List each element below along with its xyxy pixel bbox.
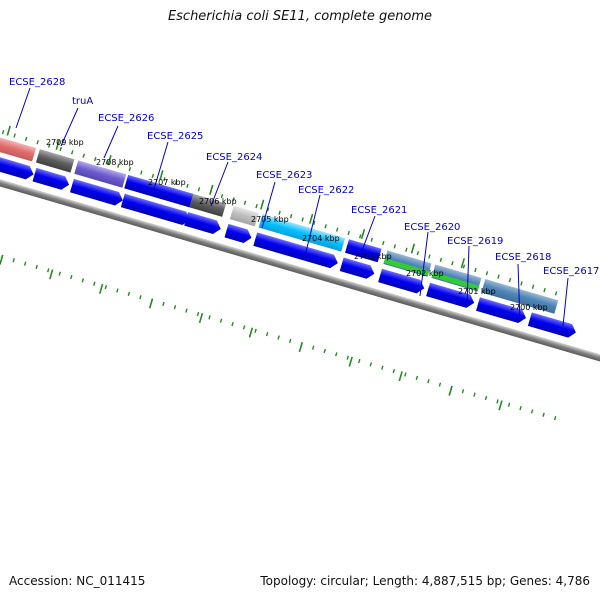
tick-label: 2700 kbp [510,303,548,312]
cds-arrows [0,153,578,339]
feature-ecse-2626[interactable] [35,149,75,173]
map-title: Escherichia coli SE11, complete genome [167,9,433,24]
tick-label-group: 2709 kbp 2708 kbp 2707 kbp 2706 kbp 2705… [46,138,548,312]
tick-label: 2704 kbp [302,234,340,243]
gene-label[interactable]: ECSE_2622 [298,185,354,196]
gene-label[interactable]: ECSE_2617 [543,266,599,277]
cds-arrow[interactable] [426,282,476,310]
feature-ecse-2621[interactable] [345,239,382,263]
feature-trua[interactable] [0,136,37,162]
cds-arrow[interactable] [120,193,192,227]
genome-summary-text: Topology: circular; Length: 4,887,515 bp… [260,574,590,588]
feature-ecse-2624b[interactable] [189,193,227,217]
tick-label: 2702 kbp [406,269,444,278]
tick-mark-rail-inner-long [6,125,466,269]
tick-label: 2709 kbp [46,138,84,147]
gene-label[interactable]: ECSE_2624 [206,152,262,163]
tick-label: 2705 kbp [251,215,289,224]
cds-arrow[interactable] [476,297,528,324]
accession-text: Accession: NC_011415 [9,574,146,588]
cds-arrow[interactable] [32,167,71,192]
tick-mark-rail-top [1,130,558,296]
cds-arrow[interactable] [184,212,222,236]
cds-arrow[interactable] [69,178,125,207]
tick-label: 2707 kbp [148,178,186,187]
cds-arrow[interactable] [253,232,339,270]
tick-label: 2706 kbp [199,197,237,206]
tick-mark-rail-lower-long [0,254,503,411]
cds-arrow[interactable] [339,257,377,281]
tick-mark-rail-lower [0,254,557,421]
gene-label[interactable]: ECSE_2628 [9,77,65,88]
gene-label[interactable]: truA [72,96,93,107]
tick-label: 2708 kbp [96,158,134,167]
gene-label[interactable]: ECSE_2621 [351,205,407,216]
cds-arrow[interactable] [527,312,578,339]
gene-label[interactable]: ECSE_2626 [98,113,154,124]
gene-label[interactable]: ECSE_2620 [404,222,460,233]
gene-label[interactable]: ECSE_2618 [495,252,551,263]
feature-ecse-2624a[interactable] [124,174,194,208]
feature-ecse-2618[interactable] [481,279,559,314]
backbone-line [0,151,600,371]
label-leaders [15,87,569,327]
track-group [0,125,600,421]
feature-ecse-2620-band [383,258,430,276]
feature-ecse-2623[interactable] [229,205,259,227]
gene-label-group: ECSE_2628 truA ECSE_2626 ECSE_2625 ECSE_… [9,77,599,277]
tick-label: 2703 kbp [354,252,392,261]
feature-ecse-2625[interactable] [74,160,127,188]
cds-arrow[interactable] [224,223,254,245]
cds-arrow[interactable] [378,268,426,295]
feature-ecse-2622[interactable] [258,214,346,252]
gene-label[interactable]: ECSE_2623 [256,170,312,181]
cds-arrow[interactable] [0,153,35,181]
gene-label[interactable]: ECSE_2625 [147,131,203,142]
tick-label: 2701 kbp [458,287,496,296]
gene-label[interactable]: ECSE_2619 [447,236,503,247]
